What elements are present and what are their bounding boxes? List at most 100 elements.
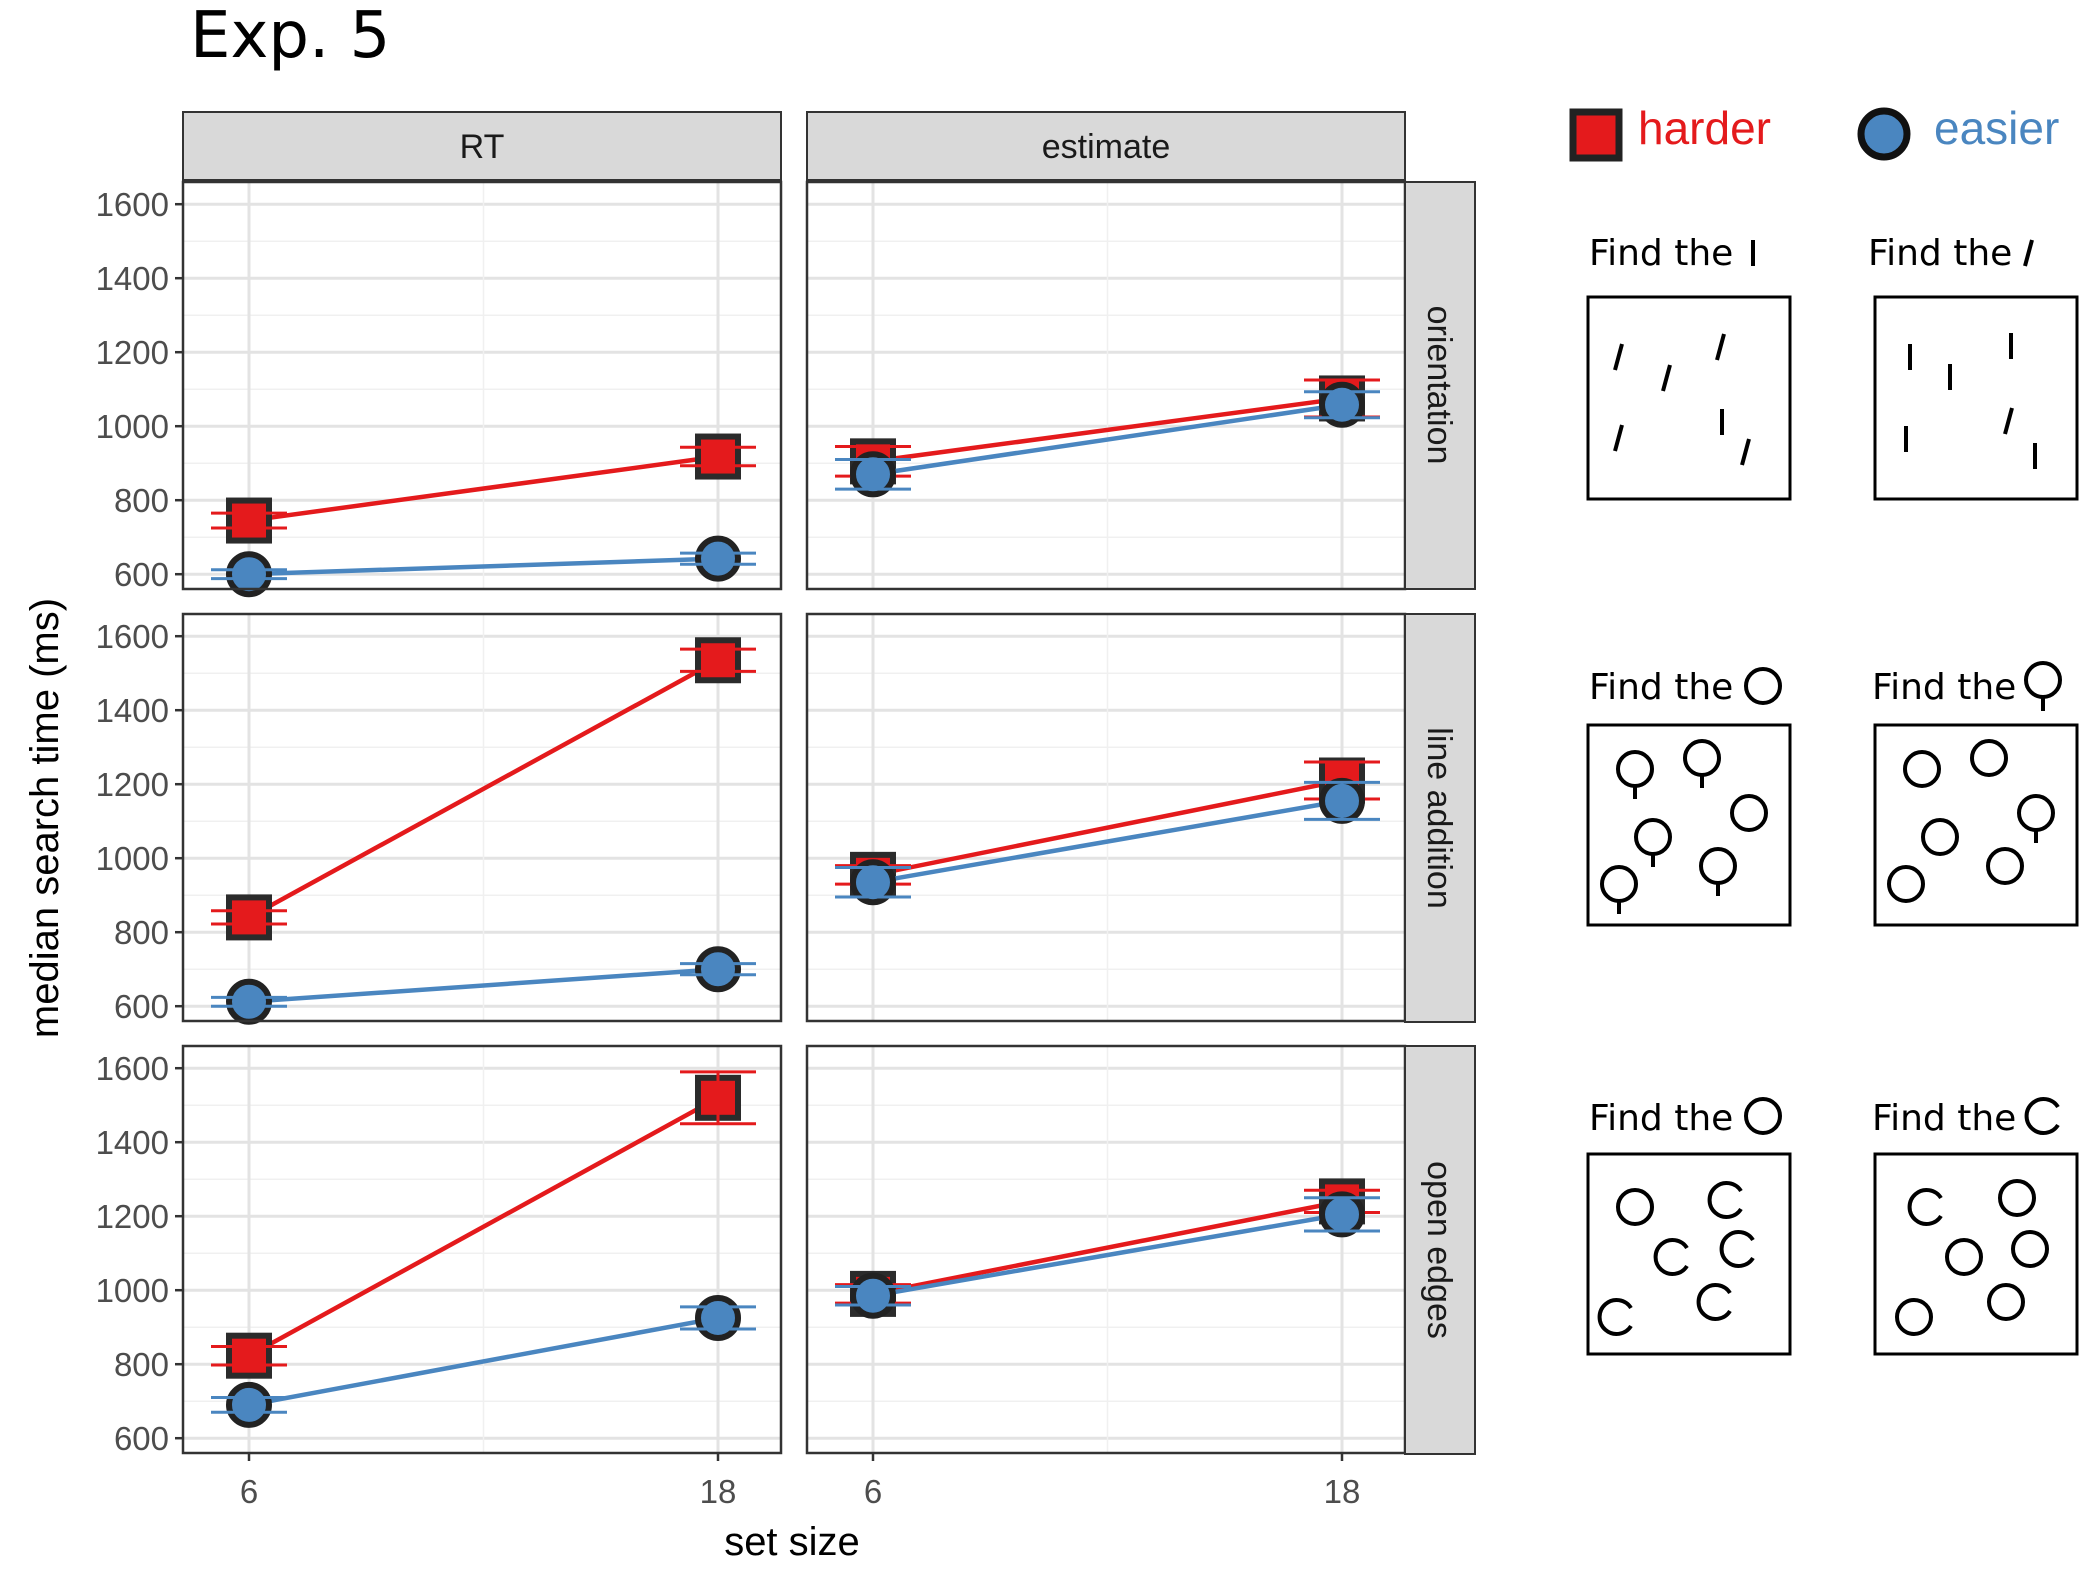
strip-col-estimate-label: estimate [1042, 128, 1171, 166]
errorbar-harder [680, 445, 756, 468]
line-addition-left-target-icon [1744, 667, 1782, 705]
gridlines [183, 1046, 781, 1453]
y-tick-label: 1600 [96, 186, 169, 223]
panel-border [181, 612, 783, 1023]
orientation-left-items [1613, 333, 1751, 466]
open-edges-left-caption: Find the [1589, 1098, 1733, 1139]
figure-title: Exp. 5 [190, 0, 390, 73]
y-axes: 600 800 1000 1200 1400 1600 600 800 1000 1200 1400… [96, 186, 183, 1457]
panel-open-edges-estimate [805, 1044, 1407, 1455]
strip-col-rt [182, 111, 782, 181]
x-tick-label: 6 [864, 1473, 882, 1510]
series-line-easier [872, 1212, 1343, 1298]
errorbar-easier [211, 1396, 287, 1414]
series-harder [211, 433, 756, 544]
strip-row-line-addition-label: line addition [1420, 727, 1458, 908]
errorbar-easier [1304, 1196, 1380, 1233]
series-line-harder [872, 1199, 1343, 1297]
y-tick-label: 1200 [96, 1198, 169, 1235]
strip-col-estimate [806, 111, 1406, 181]
series-easier [835, 381, 1380, 498]
y-tick-label: 800 [114, 914, 169, 951]
x-tick-label: 18 [700, 1473, 737, 1510]
panel-border [181, 1044, 783, 1455]
series-line-easier [248, 556, 719, 577]
open-edges-right-items [1895, 1179, 2049, 1336]
legend: harder easier [1569, 102, 2059, 162]
series-easier [211, 946, 756, 1025]
y-tick-label: 800 [114, 1346, 169, 1383]
errorbar-easier [211, 995, 287, 1008]
y-axis-line-addition: 600 800 1000 1200 1400 1600 [96, 618, 183, 1025]
errorbar-harder [211, 1344, 287, 1367]
x-tick-label: 18 [1324, 1473, 1361, 1510]
panel-background [807, 182, 1405, 589]
facet-panels [181, 180, 1407, 1455]
errorbar-harder [211, 511, 287, 530]
series-line-harder [248, 454, 719, 523]
orientation-right-display [1873, 295, 2079, 501]
y-tick-label: 1000 [96, 840, 169, 877]
panel-line-addition-rt [181, 612, 783, 1025]
errorbar-easier [211, 568, 287, 581]
x-axis-rt: 6 18 [240, 1453, 737, 1510]
errorbar-easier [835, 458, 911, 491]
y-tick-label: 600 [114, 556, 169, 593]
x-axes: 6 18 6 18 [240, 1453, 1361, 1510]
y-tick-label: 1200 [96, 766, 169, 803]
y-tick-label: 1600 [96, 618, 169, 655]
strip-row-line-addition [1404, 613, 1476, 1023]
series-line-easier [248, 1315, 719, 1408]
errorbar-easier [680, 551, 756, 566]
example-displays: Find the Find the Find the Find the [1586, 233, 2079, 1356]
panel-line-addition-estimate [805, 612, 1407, 1023]
open-edges-left-target-icon [1744, 1097, 1782, 1135]
y-tick-label: 600 [114, 1420, 169, 1457]
strip-row-open-edges [1404, 1045, 1476, 1455]
x-tick-label: 6 [240, 1473, 258, 1510]
legend-harder-marker [1569, 108, 1623, 162]
errorbar-harder [680, 647, 756, 673]
strip-row-orientation-label: orientation [1420, 306, 1458, 465]
errorbar-easier [835, 865, 911, 899]
errorbar-harder [680, 1070, 756, 1126]
errorbar-easier [680, 1305, 756, 1331]
errorbar-easier [835, 1285, 911, 1307]
y-axis-open-edges: 600 800 1000 1200 1400 1600 [96, 1050, 183, 1457]
orientation-left-display [1586, 295, 1792, 501]
y-tick-label: 800 [114, 482, 169, 519]
panel-open-edges-rt [181, 1044, 783, 1455]
errorbar-easier [680, 962, 756, 977]
orientation-right-caption: Find the [1868, 233, 2012, 274]
y-tick-label: 1400 [96, 692, 169, 729]
point-harder [695, 637, 741, 684]
strip-row-open-edges-label: open edges [1420, 1161, 1458, 1339]
series-line-harder [247, 1095, 720, 1358]
series-line-harder [247, 658, 720, 920]
errorbar-easier [1304, 780, 1380, 821]
line-addition-right-target-icon [2024, 661, 2062, 711]
panel-orientation-rt [181, 180, 783, 598]
y-tick-label: 600 [114, 988, 169, 1025]
legend-easier-marker [1857, 107, 1911, 161]
y-axis-orientation: 600 800 1000 1200 1400 1600 [96, 186, 183, 593]
series-harder [211, 637, 756, 941]
gridlines [807, 614, 1405, 1021]
errorbar-easier [1304, 390, 1380, 420]
panel-background [183, 182, 781, 589]
x-axis-estimate: 6 18 [864, 1453, 1361, 1510]
line-addition-right-items [1887, 739, 2055, 903]
series-easier [211, 535, 756, 598]
errorbar-harder [211, 909, 287, 926]
line-addition-left-caption: Find the [1589, 667, 1733, 708]
line-addition-left-items [1600, 739, 1768, 914]
y-tick-label: 1400 [96, 260, 169, 297]
y-tick-label: 1200 [96, 334, 169, 371]
point-harder [226, 894, 272, 941]
y-axis-title: median search time (ms) [23, 598, 67, 1038]
open-edges-left-items [1597, 1181, 1755, 1336]
series-line-easier [872, 798, 1343, 885]
y-tick-label: 1000 [96, 408, 169, 445]
panel-orientation-estimate [805, 180, 1407, 591]
series-line-easier [872, 402, 1343, 477]
